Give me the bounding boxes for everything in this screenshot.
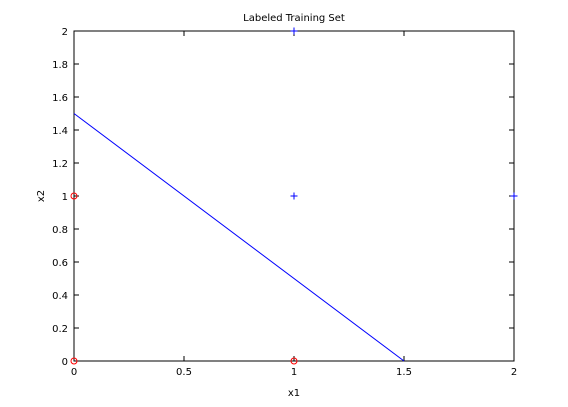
axes: 0 0.5 1 1.5 2 0 0.2 0.4 0.6 0.8 1 1.2 1.4 1.6 1.8 2 bbox=[52, 27, 517, 378]
circle-marker bbox=[70, 192, 78, 200]
x-tick-label: 0.5 bbox=[176, 367, 192, 378]
plus-marker bbox=[290, 27, 298, 35]
y-tick-label: 1.2 bbox=[52, 159, 68, 170]
y-tick-label: 1.4 bbox=[52, 126, 68, 137]
plus-marker bbox=[290, 192, 298, 200]
y-tick-label: 0.8 bbox=[52, 225, 68, 236]
y-tick-label: 2 bbox=[62, 27, 68, 38]
x-tick-label: 1 bbox=[291, 367, 297, 378]
y-tick-label: 1 bbox=[62, 192, 68, 203]
y-tick-label: 0.6 bbox=[52, 258, 68, 269]
plus-marker bbox=[510, 192, 518, 200]
circle-marker bbox=[290, 357, 298, 365]
x-tick-label: 1.5 bbox=[396, 367, 412, 378]
y-tick-label: 1.8 bbox=[52, 60, 68, 71]
y-axis-label: x2 bbox=[36, 190, 47, 202]
data-marks bbox=[70, 27, 518, 365]
chart-title: Labeled Training Set bbox=[243, 13, 345, 24]
x-tick-label: 2 bbox=[511, 367, 517, 378]
x-axis-label: x1 bbox=[288, 388, 300, 399]
y-tick-label: 0.4 bbox=[52, 291, 68, 302]
x-tick-label: 0 bbox=[71, 367, 77, 378]
y-tick-label: 0 bbox=[62, 357, 68, 368]
decision-boundary-line bbox=[73, 113, 405, 362]
y-tick-label: 1.6 bbox=[52, 93, 68, 104]
circle-marker bbox=[70, 357, 78, 365]
y-tick-label: 0.2 bbox=[52, 324, 68, 335]
